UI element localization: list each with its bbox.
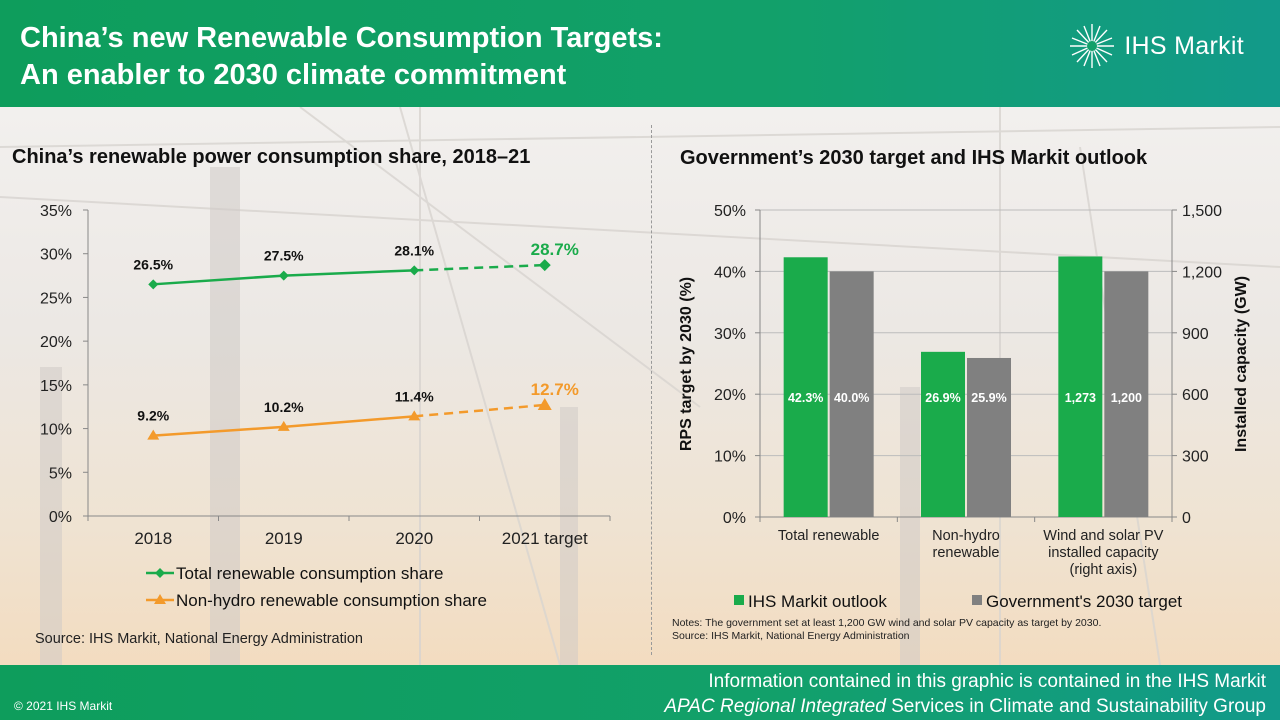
- x-tick-label: Non-hydro: [932, 528, 1000, 544]
- bar-value-label: 42.3%: [788, 391, 823, 405]
- legend-swatch: [734, 595, 744, 605]
- bar: [967, 357, 1011, 517]
- footer-info-rest: Services in Climate and Sustainability G…: [885, 696, 1266, 717]
- bar-value-label: 26.9%: [925, 391, 960, 405]
- series-line-projected: [414, 403, 545, 418]
- y-tick-label: 10%: [714, 449, 746, 466]
- data-label-target: 28.7%: [531, 240, 579, 259]
- page-title-line2: An enabler to 2030 climate commitment: [20, 59, 567, 91]
- footer-info-italic: APAC Regional Integrated: [664, 696, 886, 717]
- y-tick-label: 15%: [40, 378, 72, 395]
- data-point: [537, 397, 552, 410]
- power-lines-silhouette: [0, 107, 1280, 665]
- y-right-tick-label: 1,500: [1182, 203, 1222, 220]
- legend-label: Government's 2030 target: [986, 592, 1182, 611]
- x-tick-label: 2021 target: [502, 529, 588, 548]
- bar-value-label: 1,273: [1065, 391, 1096, 405]
- bar-value-label: 25.9%: [971, 391, 1006, 405]
- data-point: [278, 270, 289, 281]
- x-tick-label: Total renewable: [778, 528, 880, 544]
- y-right-tick-label: 1,200: [1182, 264, 1222, 281]
- legend-swatch: [972, 595, 982, 605]
- y-tick-label: 10%: [40, 422, 72, 439]
- y-right-axis-title: Installed capacity (GW): [1233, 276, 1250, 452]
- legend-label: IHS Markit outlook: [748, 592, 887, 611]
- panel-divider: [651, 125, 652, 655]
- y-axis-title: RPS target by 2030 (%): [678, 277, 695, 451]
- data-point: [277, 420, 290, 431]
- left-source: Source: IHS Markit, National Energy Admi…: [35, 631, 363, 647]
- data-label: 27.5%: [264, 248, 304, 264]
- data-label-target: 12.7%: [531, 380, 579, 399]
- x-tick-label: (right axis): [1069, 562, 1137, 578]
- chart-notes: Notes: The government set at least 1,200…: [672, 617, 1101, 643]
- bar: [1104, 271, 1149, 517]
- data-label: 28.1%: [394, 242, 434, 258]
- x-tick-label: 2019: [265, 529, 303, 548]
- data-label: 26.5%: [133, 256, 173, 272]
- ihs-markit-logo: IHS Markit: [1068, 22, 1244, 70]
- x-tick-label: renewable: [933, 545, 1000, 561]
- bar-value-label: 1,200: [1111, 391, 1142, 405]
- bar: [921, 351, 965, 517]
- y-tick-label: 20%: [40, 334, 72, 351]
- y-tick-label: 0%: [723, 510, 746, 527]
- y-right-tick-label: 600: [1182, 387, 1209, 404]
- y-tick-label: 30%: [40, 247, 72, 264]
- footer-info: Information contained in this graphic is…: [664, 669, 1266, 719]
- data-point: [409, 265, 420, 276]
- notes-text: Notes: The government set at least 1,200…: [672, 617, 1102, 629]
- starburst-icon: [1070, 24, 1115, 68]
- right-chart-title: Government’s 2030 target and IHS Markit …: [680, 147, 1148, 169]
- data-point: [408, 410, 421, 421]
- data-point: [147, 429, 160, 440]
- y-tick-label: 30%: [714, 326, 746, 343]
- footer-info-line2: APAC Regional Integrated Services in Cli…: [664, 694, 1266, 719]
- legend-marker: [155, 568, 165, 578]
- bar-value-label: 40.0%: [834, 391, 869, 405]
- notes-source: Source: IHS Markit, National Energy Admi…: [672, 630, 910, 642]
- legend-marker: [154, 594, 166, 604]
- legend-label: Total renewable consumption share: [176, 564, 443, 583]
- bar: [783, 257, 828, 517]
- series-line-projected: [414, 263, 545, 272]
- footer-info-line1: Information contained in this graphic is…: [708, 671, 1266, 692]
- x-tick-label: installed capacity: [1048, 545, 1159, 561]
- x-tick-label: Wind and solar PV: [1043, 528, 1163, 544]
- data-label: 9.2%: [137, 408, 169, 424]
- y-tick-label: 20%: [714, 387, 746, 404]
- data-label: 10.2%: [264, 399, 304, 415]
- y-tick-label: 25%: [40, 290, 72, 307]
- copyright: © 2021 IHS Markit: [14, 699, 113, 713]
- bar: [1058, 256, 1103, 517]
- y-tick-label: 0%: [49, 509, 72, 526]
- y-tick-label: 50%: [714, 203, 746, 220]
- data-point: [538, 259, 551, 272]
- x-tick-label: 2018: [134, 529, 172, 548]
- page-title-line1: China’s new Renewable Consumption Target…: [20, 22, 663, 54]
- y-right-tick-label: 300: [1182, 449, 1209, 466]
- y-right-tick-label: 0: [1182, 510, 1191, 527]
- line-chart: 0% 5% 10% 15% 20% 25% 30% 35% 2018 2019 2020 2021 t…: [40, 203, 611, 610]
- y-tick-label: 5%: [49, 465, 72, 482]
- y-right-tick-label: 900: [1182, 326, 1209, 343]
- bar: [829, 271, 874, 517]
- data-point: [148, 279, 159, 290]
- logo-text: IHS Markit: [1124, 31, 1244, 60]
- left-chart-title: China’s renewable power consumption shar…: [12, 146, 531, 168]
- y-tick-label: 35%: [40, 203, 72, 220]
- x-tick-label: 2020: [395, 529, 433, 548]
- footer-bar: © 2021 IHS Markit Information contained …: [0, 665, 1280, 720]
- data-label: 11.4%: [395, 388, 434, 404]
- y-tick-label: 40%: [714, 264, 746, 281]
- legend-label: Non-hydro renewable consumption share: [176, 591, 487, 610]
- page-title: China’s new Renewable Consumption Target…: [20, 20, 663, 94]
- bar-chart: 0% 10% 20% 30% 40% 50% 0 300 600 900 1,200 1,500 RPS…: [678, 203, 1250, 611]
- header-bar: China’s new Renewable Consumption Target…: [0, 0, 1280, 107]
